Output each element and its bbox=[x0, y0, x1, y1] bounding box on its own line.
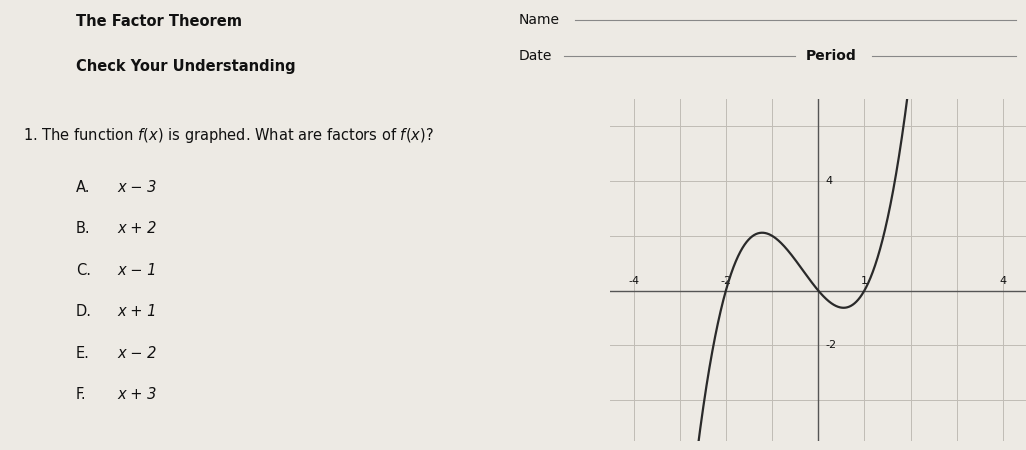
Text: -4: -4 bbox=[628, 275, 639, 286]
Text: 4: 4 bbox=[999, 275, 1007, 286]
Text: x + 3: x + 3 bbox=[117, 387, 156, 402]
Text: The Factor Theorem: The Factor Theorem bbox=[76, 14, 242, 28]
Text: Name: Name bbox=[518, 14, 559, 27]
Text: C.: C. bbox=[76, 263, 91, 278]
Text: -2: -2 bbox=[825, 340, 836, 350]
Text: B.: B. bbox=[76, 221, 90, 236]
Text: x + 1: x + 1 bbox=[117, 304, 156, 319]
Text: -2: -2 bbox=[720, 275, 732, 286]
Text: 1: 1 bbox=[861, 275, 868, 286]
Text: x − 3: x − 3 bbox=[117, 180, 156, 195]
Text: E.: E. bbox=[76, 346, 90, 360]
Text: Period: Period bbox=[805, 50, 856, 63]
Text: D.: D. bbox=[76, 304, 92, 319]
Text: 1. The function $f(x)$ is graphed. What are factors of $f(x)$?: 1. The function $f(x)$ is graphed. What … bbox=[24, 126, 434, 145]
Text: A.: A. bbox=[76, 180, 90, 195]
Text: Check Your Understanding: Check Your Understanding bbox=[76, 58, 295, 73]
Text: Date: Date bbox=[518, 50, 552, 63]
Text: x − 1: x − 1 bbox=[117, 263, 156, 278]
Text: x + 2: x + 2 bbox=[117, 221, 156, 236]
Text: 4: 4 bbox=[825, 176, 832, 186]
Text: F.: F. bbox=[76, 387, 86, 402]
Text: x − 2: x − 2 bbox=[117, 346, 156, 360]
